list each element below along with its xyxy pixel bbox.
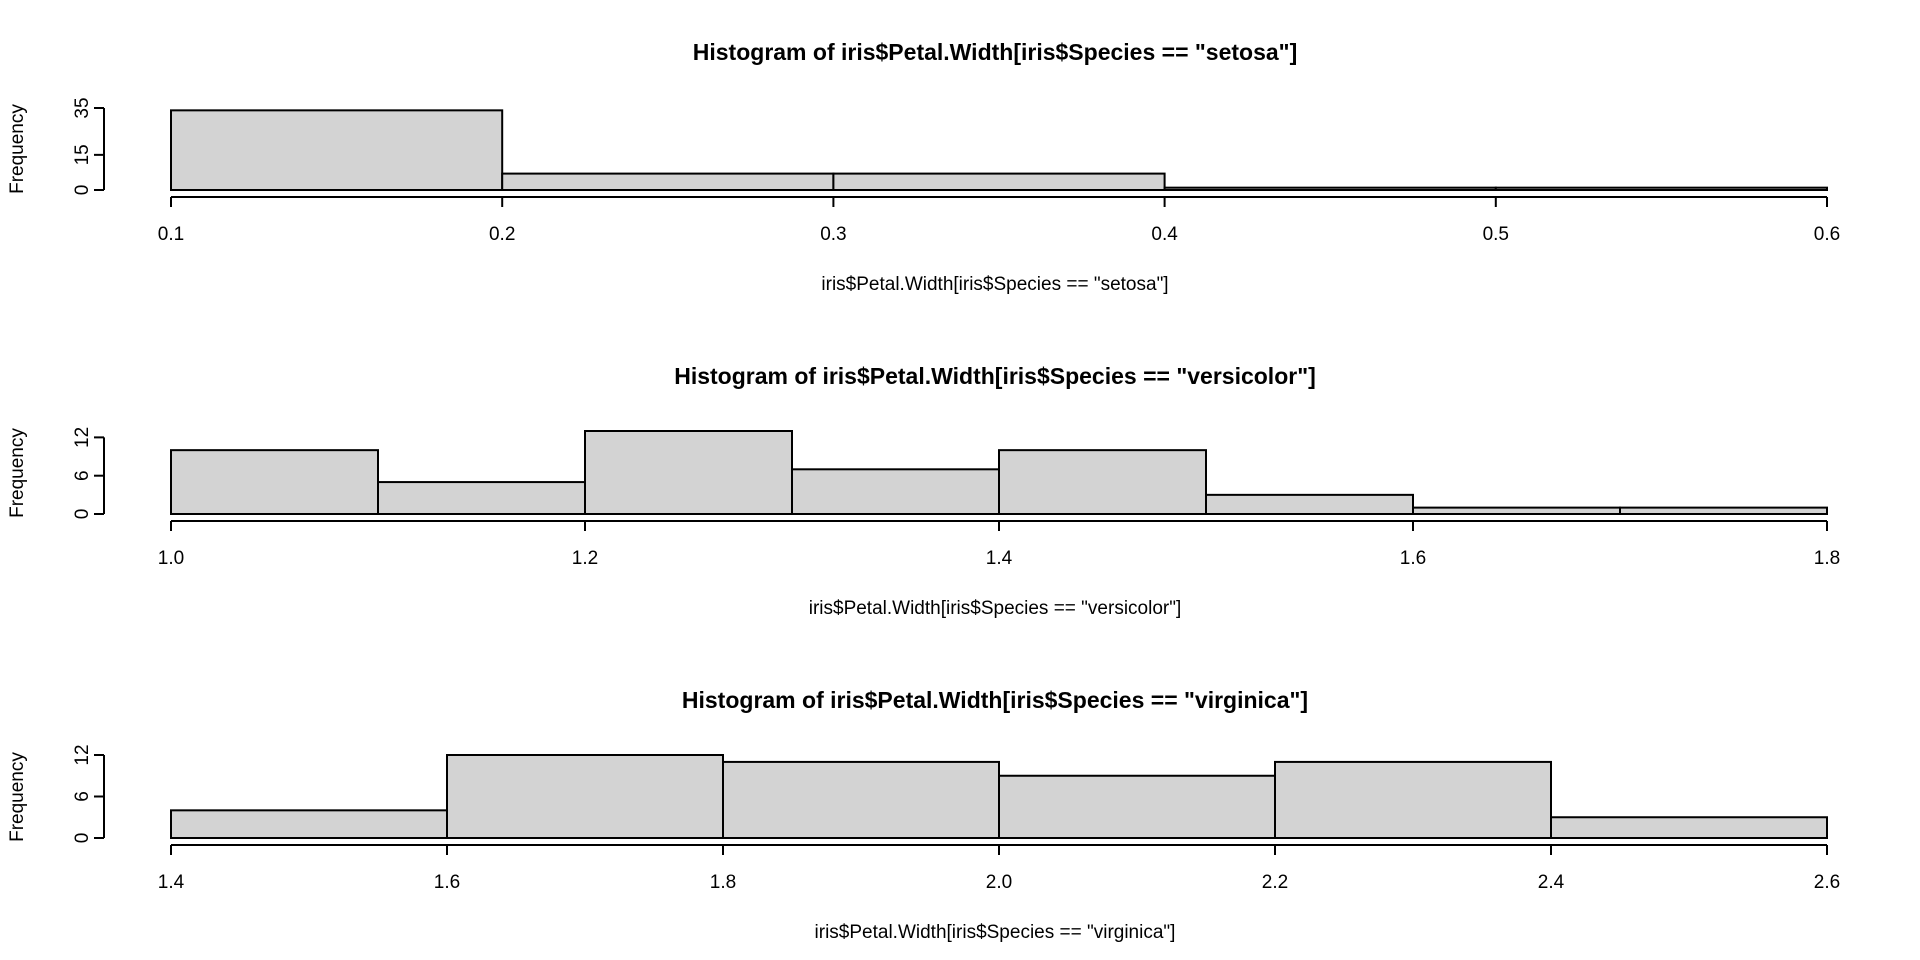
x-tick-label: 1.8 <box>710 872 736 893</box>
chart-title-versicolor: Histogram of iris$Petal.Width[iris$Speci… <box>674 363 1316 389</box>
histogram-bar <box>170 109 504 191</box>
histogram-bar <box>1550 816 1828 839</box>
x-tick-label: 1.4 <box>158 872 185 893</box>
histogram-bar <box>584 430 793 515</box>
y-tick-label: 15 <box>72 144 93 165</box>
y-axis-virginica: 0 6 12 <box>72 744 105 844</box>
histogram-bar <box>501 172 835 192</box>
x-tick-label: 2.0 <box>986 872 1012 893</box>
x-tick-label: 1.0 <box>158 548 184 569</box>
histogram-bar <box>791 468 1000 515</box>
x-tick-label: 1.4 <box>986 548 1013 569</box>
histogram-bar <box>446 754 724 839</box>
x-tick-label: 0.3 <box>820 224 846 245</box>
x-tick-label: 0.6 <box>1814 224 1840 245</box>
x-axis-setosa: 0.1 0.2 0.3 0.4 0.5 0.6 <box>158 196 1840 245</box>
bars-virginica <box>170 754 1828 840</box>
bars-versicolor <box>170 430 1828 516</box>
x-axis-title-versicolor: iris$Petal.Width[iris$Species == "versic… <box>809 598 1182 619</box>
chart-title-virginica: Histogram of iris$Petal.Width[iris$Speci… <box>682 687 1308 713</box>
histogram-bar <box>170 809 448 839</box>
x-axis-versicolor: 1.0 1.2 1.4 1.6 1.8 <box>158 520 1840 569</box>
histogram-panel-virginica: Histogram of iris$Petal.Width[iris$Speci… <box>7 687 1840 943</box>
x-tick-label: 0.2 <box>489 224 515 245</box>
histogram-bar <box>1494 186 1829 192</box>
histogram-bar <box>170 449 379 515</box>
histogram-bar <box>1619 506 1828 516</box>
histogram-bar <box>377 481 586 516</box>
y-tick-label: 35 <box>72 97 93 118</box>
histogram-bar <box>1163 186 1497 192</box>
y-tick-label: 0 <box>72 185 93 196</box>
histogram-bar <box>998 449 1207 515</box>
y-tick-label: 6 <box>72 791 93 802</box>
x-tick-label: 2.4 <box>1538 872 1565 893</box>
bars-setosa <box>170 109 1829 192</box>
histogram-panel-setosa: Histogram of iris$Petal.Width[iris$Speci… <box>7 39 1840 295</box>
x-axis-title-virginica: iris$Petal.Width[iris$Species == "virgin… <box>815 922 1176 943</box>
x-tick-label: 0.1 <box>158 224 184 245</box>
x-axis-virginica: 1.4 1.6 1.8 2.0 2.2 2.4 2.6 <box>158 844 1840 893</box>
x-axis-title-setosa: iris$Petal.Width[iris$Species == "setosa… <box>821 274 1168 295</box>
x-tick-label: 1.8 <box>1814 548 1840 569</box>
histogram-bar <box>1205 493 1414 516</box>
y-axis-title-virginica: Frequency <box>7 752 28 842</box>
x-tick-label: 1.2 <box>572 548 598 569</box>
histogram-panel-versicolor: Histogram of iris$Petal.Width[iris$Speci… <box>7 363 1840 619</box>
histogram-bar <box>1412 506 1621 516</box>
histogram-bar <box>832 172 1166 192</box>
y-axis-title-versicolor: Frequency <box>7 428 28 518</box>
y-tick-label: 12 <box>72 744 93 765</box>
y-tick-label: 0 <box>72 509 93 520</box>
x-tick-label: 2.2 <box>1262 872 1288 893</box>
x-tick-label: 0.5 <box>1483 224 1509 245</box>
histogram-bar <box>998 774 1276 839</box>
y-tick-label: 6 <box>72 470 93 481</box>
x-tick-label: 2.6 <box>1814 872 1840 893</box>
y-tick-label: 12 <box>72 427 93 448</box>
histogram-bar <box>722 760 1000 840</box>
x-tick-label: 1.6 <box>434 872 460 893</box>
x-tick-label: 1.6 <box>1400 548 1426 569</box>
y-axis-setosa: 0 15 35 <box>72 97 105 196</box>
y-axis-versicolor: 0 6 12 <box>72 427 105 520</box>
chart-title-setosa: Histogram of iris$Petal.Width[iris$Speci… <box>693 39 1297 65</box>
x-tick-label: 0.4 <box>1151 224 1178 245</box>
y-tick-label: 0 <box>72 833 93 844</box>
histogram-bar <box>1274 760 1552 840</box>
y-axis-title-setosa: Frequency <box>7 104 28 194</box>
